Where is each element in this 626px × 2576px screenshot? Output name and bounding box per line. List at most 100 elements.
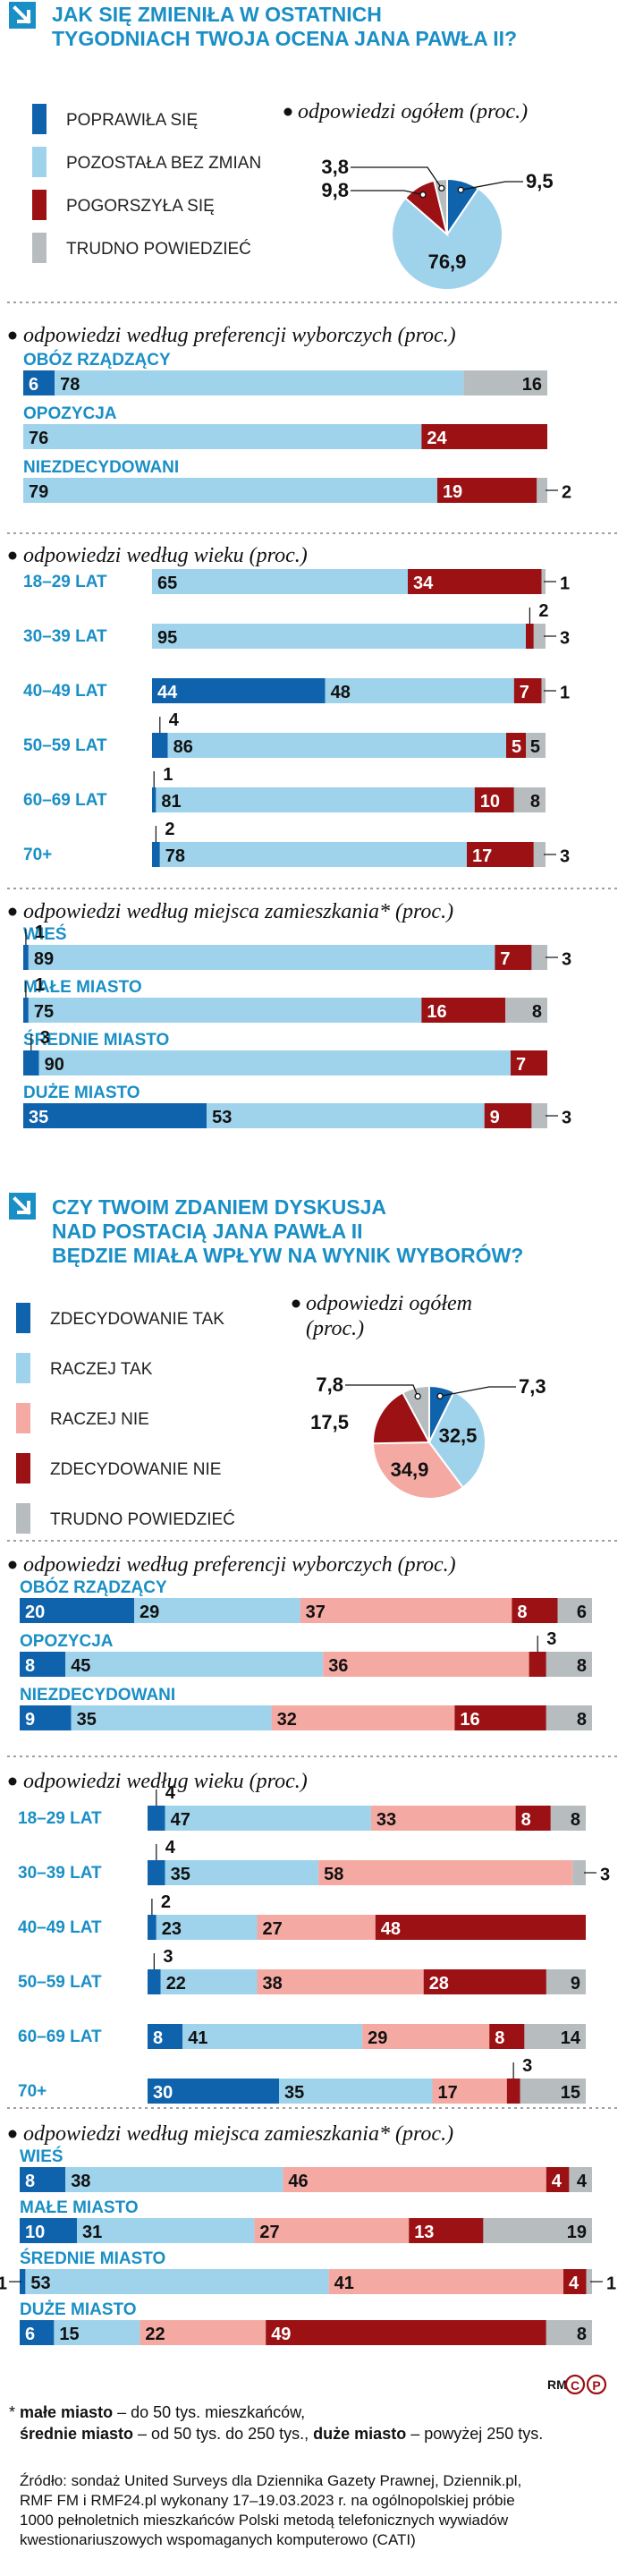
bar-segment [20,2218,77,2243]
bar-value-label: 76 [29,429,48,448]
bar-segment [152,787,156,812]
bar-segment [546,2167,570,2192]
chart-title: CZY TWOIM ZDANIEM DYSKUSJA [52,1195,386,1219]
bar-value-label: 7 [516,1055,526,1075]
bar-value-label: 35 [171,1865,190,1884]
bar-segment [165,1806,371,1831]
footnote-line: średnie miasto – od 50 tys. do 250 tys.,… [20,2425,543,2443]
legend-swatch [16,1303,30,1333]
footnote-part: duże miasto [313,2425,406,2443]
category-label: 30–39 LAT [23,627,107,646]
bar-value-label: 35 [77,1710,97,1730]
pie-leader-line [345,1384,419,1397]
bar-segment [38,1050,511,1075]
legend-label: POZOSTAŁA BEZ ZMIAN [66,154,261,173]
bar-segment [152,733,168,758]
bar-value-label: 29 [368,2028,387,2048]
category-label: 70+ [23,846,52,864]
bar-segment [550,1806,586,1831]
pie-leader-dot [419,191,427,199]
category-label: NIEZDECYDOWANI [20,1686,175,1705]
bar-value-label: 41 [334,2274,354,2293]
bar-value-label: 41 [188,2028,207,2048]
category-label: WIEŚ [23,924,67,944]
bar-segment [512,1598,558,1623]
bar-value-label: 7 [500,949,510,969]
bar-segment [20,1652,66,1677]
bar-segment [546,2320,592,2345]
bar-segment [152,569,408,594]
bar-value-label: 6 [29,375,38,395]
bar-value-label: 16 [522,375,542,395]
bar-segment [546,1652,592,1677]
legend-label: ZDECYDOWANIE TAK [50,1310,224,1329]
footnote-part: * [9,2403,20,2421]
bar-segment [23,1050,39,1075]
bar-segment [140,2320,266,2345]
bar-value-label: 16 [460,1710,479,1730]
bar-value-label: 33 [376,1810,396,1830]
arrow-down-right-icon [9,1193,36,1220]
footnote-part: średnie miasto [20,2425,133,2443]
bar-segment [23,998,29,1023]
category-label: 50–59 LAT [18,1973,102,1992]
bar-segment [28,998,422,1023]
bar-value-label: 8 [577,2325,587,2344]
bar-value-label: 9 [571,1974,580,1994]
pie-slice [372,1391,431,1445]
pie-slice [371,1441,465,1500]
bar-segment [513,787,546,812]
chart-title: NAD POSTACIĄ JANA PAWŁA II [52,1220,363,1243]
bar-value-label: 78 [165,846,185,866]
bar-segment [152,678,326,703]
bar-segment [537,478,547,503]
bar-value-label: 16 [427,1002,446,1022]
bar-segment [148,1969,161,1994]
bar-segment [325,678,514,703]
bullet-dot [283,107,292,116]
bar-value-label: 48 [331,683,351,702]
bar-segment [165,1860,319,1885]
bar-segment [23,1103,207,1128]
bar-segment [23,945,29,970]
pie-leader-line [439,1386,516,1398]
bar-segment [529,1652,546,1677]
category-label: 40–49 LAT [18,1918,102,1937]
bar-segment [156,1915,258,1940]
footnote-part: małe miasto [20,2403,113,2421]
bar-segment [23,370,55,395]
legend-label: ZDECYDOWANIE NIE [50,1460,221,1479]
bar-segment [533,842,546,867]
bar-value-label: 2 [538,601,548,621]
arrow-down-right-icon [9,2,36,29]
footnote-part: – powyżej 250 tys. [406,2425,543,2443]
bar-segment [541,569,546,594]
pie-slice [433,177,448,235]
category-label: OBÓZ RZĄDZĄCY [23,350,171,370]
category-label: 18–29 LAT [18,1809,102,1828]
bar-value-label: 3 [40,1028,50,1048]
bar-value-label: 13 [414,2223,434,2242]
category-label: 60–69 LAT [23,791,107,810]
bar-segment [505,998,547,1023]
bar-value-label: 17 [438,2083,458,2103]
bar-segment [541,678,546,703]
bar-segment [546,1705,592,1730]
bar-value-label: 5 [512,737,521,757]
bar-segment [20,2167,66,2192]
bar-value-label: 4 [165,1838,176,1858]
category-label: ŚREDNIE MIASTO [23,1030,169,1050]
bar-value-label: 1 [163,765,173,785]
pie-slice [391,187,503,291]
bar-segment [328,2269,563,2294]
legend-swatch [16,1353,30,1383]
bar-value-label: 4 [552,2172,563,2191]
bar-segment [370,1806,516,1831]
bar-segment [506,2079,520,2104]
legend-swatch [32,190,47,220]
bar-value-label: 8 [153,2028,163,2048]
bar-value-label: 9 [25,1710,35,1730]
category-label: 70+ [18,2082,47,2101]
footnote-part: – do 50 tys. mieszkańców, [113,2403,305,2421]
bar-value-label: 8 [25,1656,35,1676]
